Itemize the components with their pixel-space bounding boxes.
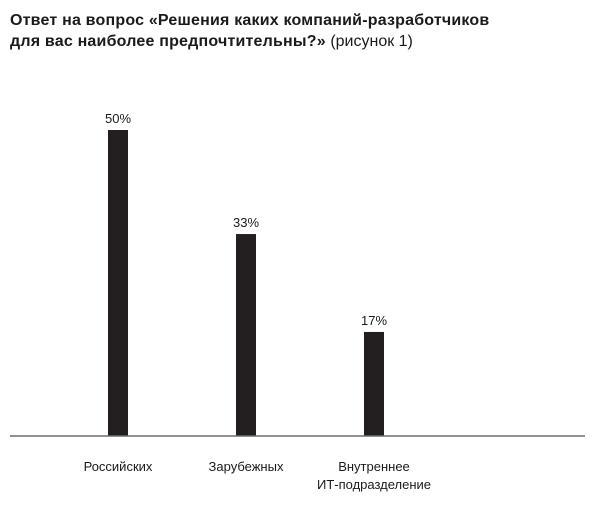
data-label-2: 17% bbox=[361, 313, 387, 328]
chart-title-line2: для вас наиболее предпочтительны?» bbox=[10, 33, 326, 50]
category-label-2-0: Внутреннее bbox=[338, 459, 410, 474]
category-label-2-1: ИТ-подразделение bbox=[317, 477, 431, 492]
data-label-0: 50% bbox=[105, 111, 131, 126]
category-label-0-0: Российских bbox=[84, 459, 153, 474]
bar-0 bbox=[108, 130, 128, 436]
bar-1 bbox=[236, 234, 256, 436]
data-label-1: 33% bbox=[233, 215, 259, 230]
chart-title: Ответ на вопрос «Решения каких компаний-… bbox=[10, 10, 590, 52]
labels-group: 50% Российских 33% Зарубежных 17% Внутреннее И… bbox=[84, 111, 431, 492]
bars-group bbox=[108, 130, 384, 436]
category-label-1-0: Зарубежных bbox=[209, 459, 284, 474]
chart-title-line1: Ответ на вопрос «Решения каких компаний-… bbox=[10, 12, 490, 29]
bar-2 bbox=[364, 331, 384, 436]
chart-title-note: (рисунок 1) bbox=[330, 33, 413, 50]
